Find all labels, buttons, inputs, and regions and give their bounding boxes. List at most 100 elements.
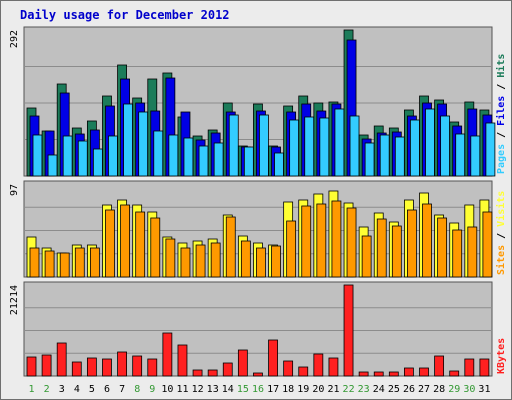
bar-pages-day-2: [47, 154, 58, 177]
side-labels-visits_sites: Sites / Visits: [495, 191, 507, 275]
bar-sites-day-29: [452, 229, 463, 278]
bar-sites-day-1: [29, 247, 40, 278]
x-tick-label-day-3: 3: [59, 384, 65, 395]
x-tick-label-day-4: 4: [74, 384, 80, 395]
bar-pages-day-1: [32, 134, 43, 177]
side-label-separator: /: [496, 227, 507, 245]
x-tick-label-day-23: 23: [358, 384, 370, 395]
bar-pages-day-30: [470, 135, 481, 177]
x-tick-label-day-25: 25: [388, 384, 400, 395]
bar-sites-day-8: [135, 211, 146, 278]
x-tick-label-day-21: 21: [327, 384, 339, 395]
bar-pages-day-5: [92, 148, 103, 177]
x-tick-label-day-5: 5: [89, 384, 95, 395]
x-tick-label-day-27: 27: [418, 384, 430, 395]
bar-pages-day-31: [485, 122, 496, 177]
side-label-files: Files: [495, 96, 507, 126]
bar-sites-day-26: [407, 209, 417, 278]
bar-sites-day-18: [286, 220, 297, 278]
x-tick-label-day-8: 8: [134, 384, 140, 395]
bar-sites-day-11: [180, 247, 191, 278]
x-tick-label-day-19: 19: [297, 384, 309, 395]
bar-kbytes-day-24: [373, 371, 384, 377]
bar-sites-day-5: [89, 247, 100, 278]
bar-pages-day-12: [198, 145, 209, 177]
bar-pages-day-4: [77, 140, 88, 177]
bar-sites-day-20: [316, 203, 327, 278]
bar-pages-day-8: [138, 111, 149, 177]
bar-pages-day-23: [364, 142, 375, 177]
bar-sites-day-23: [361, 235, 372, 278]
x-tick-label-day-20: 20: [312, 384, 324, 395]
bar-sites-day-15: [240, 240, 251, 278]
bar-kbytes-day-2: [41, 354, 52, 377]
bar-sites-day-24: [376, 218, 387, 278]
x-tick-label-day-10: 10: [161, 384, 173, 395]
bar-sites-day-17: [271, 245, 281, 278]
x-tick-label-day-29: 29: [448, 384, 460, 395]
bar-sites-day-30: [467, 226, 478, 278]
bar-pages-day-11: [183, 137, 194, 177]
bar-sites-day-22: [346, 207, 357, 278]
bar-pages-day-13: [213, 142, 224, 177]
bar-kbytes-day-7: [117, 351, 127, 377]
bar-kbytes-day-3: [56, 342, 67, 377]
bar-sites-day-14: [225, 216, 236, 278]
bar-pages-day-14: [228, 114, 239, 177]
x-tick-label-day-15: 15: [237, 384, 249, 395]
bar-kbytes-day-27: [419, 367, 429, 377]
bar-kbytes-day-15: [237, 349, 248, 377]
side-labels-hits_files_pages: Pages / Files / Hits: [495, 54, 507, 174]
x-tick-label-day-16: 16: [252, 384, 264, 395]
bar-kbytes-day-1: [26, 356, 37, 377]
bar-pages-day-16: [259, 114, 269, 177]
bar-sites-day-6: [105, 209, 115, 278]
bar-kbytes-day-10: [162, 332, 173, 377]
bar-kbytes-day-6: [102, 358, 112, 377]
x-tick-label-day-7: 7: [119, 384, 125, 395]
x-tick-label-day-18: 18: [282, 384, 294, 395]
bar-kbytes-day-21: [328, 357, 339, 377]
bar-kbytes-day-12: [192, 369, 203, 377]
bar-sites-day-12: [195, 244, 206, 278]
bar-pages-day-17: [274, 152, 284, 177]
bar-kbytes-day-17: [268, 339, 278, 377]
bar-kbytes-day-28: [434, 355, 445, 377]
bar-kbytes-day-23: [358, 371, 369, 377]
x-tick-label-day-17: 17: [267, 384, 279, 395]
side-label-kbytes: KBytes: [496, 338, 507, 374]
bar-kbytes-day-5: [86, 357, 97, 377]
x-tick-label-day-1: 1: [29, 384, 35, 395]
side-label-pages: Pages: [496, 144, 507, 174]
bar-sites-day-21: [331, 200, 342, 278]
bar-pages-day-20: [319, 117, 330, 177]
ymax-label-hits_files_pages: 292: [9, 30, 20, 48]
x-tick-label-day-28: 28: [433, 384, 445, 395]
side-label-hits: Hits: [495, 54, 507, 78]
x-tick-label-day-24: 24: [373, 384, 385, 395]
bar-kbytes-day-19: [298, 366, 309, 377]
bar-sites-day-13: [210, 242, 221, 278]
bar-pages-day-9: [153, 130, 164, 177]
ymax-label-visits_sites: 97: [9, 184, 20, 196]
bar-pages-day-24: [379, 134, 390, 177]
bar-kbytes-day-22: [343, 284, 354, 377]
side-label-visits: Visits: [495, 191, 507, 227]
bar-pages-day-10: [168, 134, 179, 177]
x-tick-label-day-2: 2: [44, 384, 50, 395]
chart-title: Daily usage for December 2012: [20, 8, 230, 22]
bar-pages-day-19: [304, 116, 315, 177]
bar-pages-day-6: [108, 135, 118, 177]
bar-sites-day-7: [120, 204, 130, 278]
bar-kbytes-day-9: [147, 358, 158, 377]
bar-pages-day-27: [425, 108, 435, 177]
bar-kbytes-day-4: [71, 361, 82, 377]
bar-sites-day-31: [482, 211, 493, 278]
bar-sites-day-28: [437, 217, 448, 278]
bar-kbytes-day-25: [388, 371, 399, 377]
bar-sites-day-3: [59, 252, 70, 278]
bar-sites-day-25: [391, 225, 402, 278]
ymax-label-kbytes: 21214: [9, 285, 20, 315]
bar-kbytes-day-18: [283, 360, 294, 377]
